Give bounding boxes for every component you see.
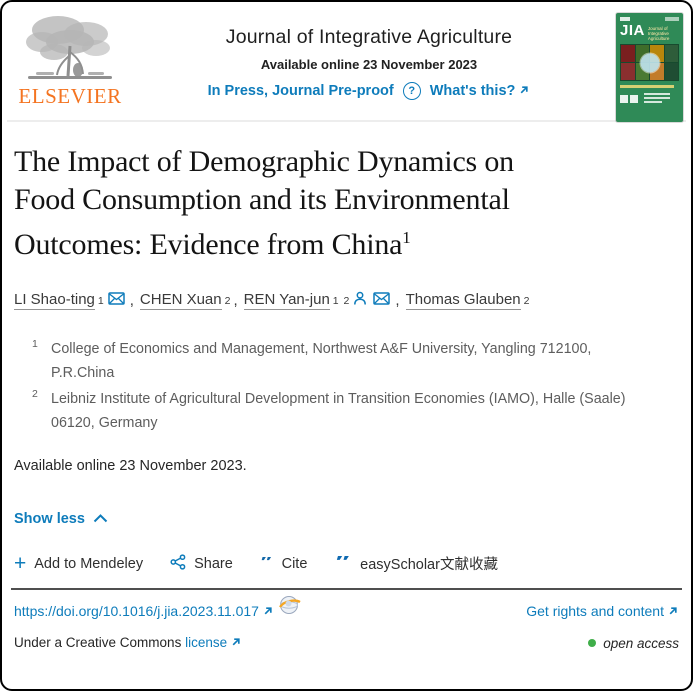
show-less-toggle[interactable]: Show less (14, 511, 108, 527)
cover-subtitle: Journal of Integrative Agriculture (647, 26, 670, 41)
author-link[interactable]: LI Shao-ting (14, 291, 95, 310)
share-icon (170, 553, 186, 574)
open-access-dot-icon (588, 639, 597, 647)
elsevier-tree-icon (14, 12, 126, 84)
section-divider (11, 588, 682, 590)
get-rights-link[interactable]: Get rights and content (526, 603, 679, 620)
easyscholar-save-button[interactable]: ” easyScholar文献收藏 (334, 555, 498, 574)
available-online-date: Available online 23 November 2023. (14, 458, 247, 474)
in-press-link[interactable]: In Press, Journal Pre-proof (207, 83, 394, 99)
share-button[interactable]: Share (170, 553, 233, 574)
browser-extension-globe-icon[interactable] (278, 594, 301, 620)
article-actions: + Add to Mendeley Share ” Cite ” easySch… (14, 553, 679, 574)
creative-commons-notice: Under a Creative Commons license (14, 635, 242, 651)
affiliation-item: 2 Leibniz Institute of Agricultural Deve… (32, 388, 626, 431)
doi-link[interactable]: https://doi.org/10.1016/j.jia.2023.11.01… (14, 603, 274, 620)
external-link-icon (667, 604, 679, 620)
external-link-icon (230, 636, 242, 651)
cover-acronym: JIA (620, 22, 645, 39)
help-question-icon[interactable]: ? (402, 82, 421, 100)
header-available-online: Available online 23 November 2023 (260, 57, 478, 72)
journal-header-center: Journal of Integrative Agriculture Avail… (126, 12, 612, 100)
header-divider (7, 120, 686, 122)
author-list: LI Shao-ting 1 , CHEN Xuan 2 , REN Yan-jun… (14, 291, 531, 310)
cover-photo-band (620, 44, 679, 81)
open-access-badge: open access (588, 636, 679, 651)
external-link-icon (518, 84, 530, 100)
add-to-mendeley-button[interactable]: + Add to Mendeley (14, 551, 144, 575)
chevron-up-icon (93, 511, 108, 527)
elsevier-logo[interactable]: ELSEVIER (14, 12, 126, 109)
cover-footer-marks (620, 93, 679, 103)
author-link[interactable]: CHEN Xuan (139, 291, 222, 310)
journal-header: ELSEVIER Journal of Integrative Agricult… (2, 2, 691, 122)
cite-quote-icon: ” (259, 557, 274, 570)
cover-globe-icon (640, 53, 659, 72)
affiliation-list: 1 College of Economics and Management, N… (14, 337, 679, 435)
journal-cover-thumbnail[interactable]: JIA Journal of Integrative Agriculture (616, 13, 683, 122)
title-footnote-superscript: 1 (402, 228, 411, 247)
cover-caption-bar (620, 85, 675, 88)
journal-title-link[interactable]: Journal of Integrative Agriculture (225, 26, 513, 48)
external-link-icon (262, 604, 274, 620)
elsevier-wordmark: ELSEVIER (18, 84, 122, 108)
article-title: The Impact of Demographic Dynamics on Fo… (14, 145, 514, 261)
person-icon[interactable] (353, 291, 367, 310)
easyscholar-quote-icon: ” (334, 555, 353, 572)
cite-button[interactable]: ” Cite (259, 555, 308, 572)
author-link[interactable]: Thomas Glauben (405, 291, 521, 310)
whats-this-link[interactable]: What's this? (430, 83, 531, 100)
license-link[interactable]: license (185, 635, 242, 650)
plus-icon: + (14, 551, 27, 575)
mail-icon[interactable] (373, 292, 391, 309)
cover-top-marks (620, 17, 679, 21)
mail-icon[interactable] (107, 292, 125, 309)
affiliation-item: 1 College of Economics and Management, N… (32, 338, 592, 381)
author-link[interactable]: REN Yan-jun (243, 291, 330, 310)
